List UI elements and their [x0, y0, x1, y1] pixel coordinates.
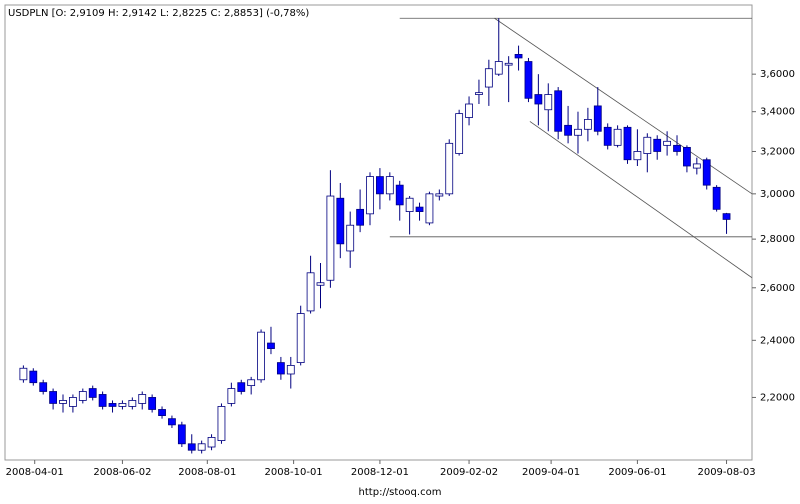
candle-body: [692, 163, 701, 169]
candle-body: [405, 197, 414, 212]
candle-body: [128, 400, 137, 407]
candle-body: [702, 159, 711, 186]
candle-body: [49, 391, 58, 404]
candle-body: [455, 113, 464, 154]
candle-body: [653, 138, 662, 152]
candle-body: [603, 126, 612, 146]
candle-body: [19, 367, 28, 381]
candle-body: [306, 272, 315, 312]
candle-body: [118, 403, 127, 407]
candle-body: [98, 394, 107, 407]
y-tick-label: 3,0000: [760, 189, 795, 200]
candle-body: [138, 394, 147, 404]
candle-body: [168, 418, 176, 426]
candle-body: [326, 195, 335, 281]
y-tick-label: 3,4000: [760, 107, 795, 118]
candle-body: [712, 186, 721, 210]
candle-body: [267, 342, 275, 349]
y-tick-label: 2,4000: [760, 335, 795, 346]
candle-body: [108, 403, 117, 407]
candle-body: [346, 224, 355, 252]
candle-body: [69, 397, 77, 407]
candle-body: [564, 124, 572, 136]
candle-body: [187, 443, 196, 451]
y-tick-label: 3,2000: [760, 146, 795, 157]
candle-body: [227, 388, 236, 404]
candle-body: [475, 92, 483, 95]
candle-body: [88, 388, 97, 398]
candle-body: [633, 151, 642, 161]
candle-body: [316, 282, 325, 286]
candle-body: [435, 193, 444, 197]
x-tick-label: 2008-08-01: [178, 467, 236, 478]
candle-body: [29, 370, 38, 384]
candle-body: [623, 126, 632, 161]
candle-body: [534, 94, 543, 105]
candle-body: [554, 90, 563, 132]
candle-body: [425, 193, 434, 224]
y-tick-label: 3,6000: [760, 69, 795, 80]
candle-body: [385, 176, 394, 195]
candle-body: [148, 397, 157, 410]
candle-body: [276, 362, 285, 375]
candle-body: [663, 140, 672, 146]
candle-body: [257, 331, 265, 381]
candle-body: [593, 105, 602, 132]
candle-body: [207, 437, 216, 448]
y-tick-label: 2,6000: [760, 283, 795, 294]
x-tick-label: 2009-04-01: [522, 467, 580, 478]
candle-body: [395, 184, 404, 206]
candle-body: [514, 54, 523, 59]
y-tick-label: 2,8000: [760, 234, 795, 245]
x-tick-label: 2008-06-02: [93, 467, 151, 478]
candle-body: [613, 128, 622, 146]
candle-body: [673, 144, 681, 152]
plot-frame: [4, 4, 753, 461]
candle-body: [494, 61, 503, 75]
candle-body: [336, 197, 345, 245]
candle-body: [366, 176, 374, 215]
candle-body: [356, 208, 365, 226]
candle-body: [484, 68, 493, 88]
candle-body: [237, 382, 246, 392]
candle-body: [78, 391, 87, 401]
x-tick-label: 2009-08-03: [697, 467, 755, 478]
x-tick-label: 2008-10-01: [265, 467, 323, 478]
footer: http://stooq.com: [359, 487, 442, 498]
candle-body: [197, 443, 206, 451]
candle-body: [504, 62, 513, 66]
candle-body: [296, 313, 305, 363]
candle-body: [583, 119, 592, 130]
x-tick-label: 2008-12-01: [351, 467, 409, 478]
candle-body: [524, 61, 533, 99]
candle-body: [177, 424, 186, 445]
candle-body: [286, 365, 295, 375]
candle-body: [39, 382, 48, 392]
chart-title: USDPLN [O: 2,9109 H: 2,9142 L: 2,8225 C:…: [8, 8, 309, 19]
candle-body: [683, 146, 691, 167]
candle-body: [465, 103, 473, 118]
x-tick-label: 2009-02-02: [440, 467, 498, 478]
candle-body: [158, 409, 166, 416]
candle-body: [544, 94, 553, 111]
x-tick-label: 2008-04-01: [6, 467, 64, 478]
candle-body: [59, 400, 67, 404]
y-tick-label: 2,2000: [760, 392, 795, 403]
x-tick-label: 2009-06-01: [608, 467, 666, 478]
candle-body: [247, 379, 256, 387]
candle-body: [415, 206, 424, 212]
candle-body: [722, 213, 731, 220]
trend-line: [529, 121, 753, 279]
candle-body: [445, 142, 454, 195]
candle-body: [376, 176, 384, 195]
candle-body: [217, 406, 226, 441]
candle-body: [574, 128, 582, 136]
candle-body: [643, 136, 652, 154]
